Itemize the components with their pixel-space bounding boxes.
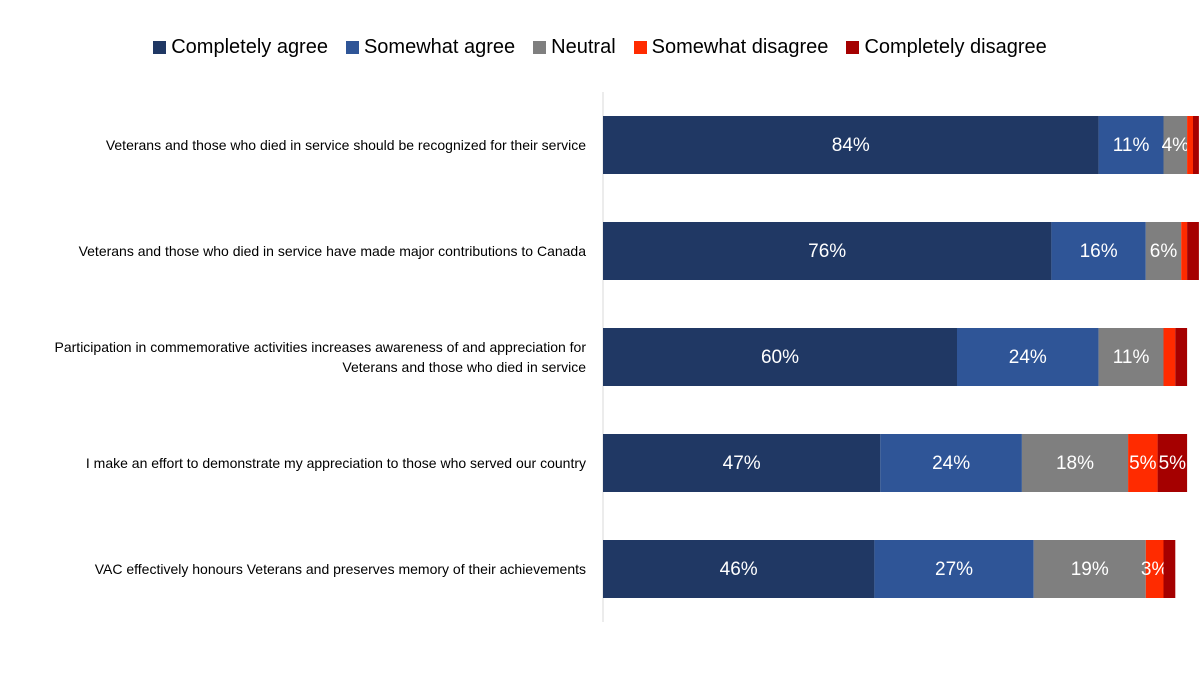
bar-segment <box>1051 222 1146 280</box>
bar-segment <box>1145 222 1182 280</box>
value-label: 60% <box>761 347 799 368</box>
bar-segment <box>1033 540 1146 598</box>
value-label: 11% <box>1113 135 1150 156</box>
legend-item: Somewhat disagree <box>633 36 829 59</box>
value-label: 84% <box>832 135 870 156</box>
bar-segment <box>1187 222 1199 280</box>
legend-swatch <box>153 41 167 54</box>
category-label: Veterans and those who died in service h… <box>78 243 586 259</box>
bar-segment <box>874 540 1034 598</box>
value-label: 16% <box>1080 241 1118 262</box>
value-label: 24% <box>932 453 970 474</box>
value-label: 76% <box>808 241 846 262</box>
bar-segment <box>1128 434 1158 492</box>
legend-item: Neutral <box>533 36 616 59</box>
bar-segment <box>1163 540 1176 598</box>
legend-swatch <box>533 41 547 54</box>
bar-segment <box>1098 116 1164 174</box>
legend: Completely agree Somewhat agree Neutral Som… <box>0 36 1200 59</box>
legend-swatch <box>846 41 860 54</box>
bar-segment <box>1187 116 1193 174</box>
category-label: Veterans and those who died in service s… <box>105 137 586 153</box>
bar-segment <box>603 328 957 386</box>
value-label: 27% <box>935 559 973 580</box>
legend-label: Completely agree <box>171 36 328 58</box>
bar-segment <box>1193 116 1199 174</box>
value-label: 19% <box>1071 559 1109 580</box>
value-label: 5% <box>1129 453 1157 474</box>
bar-segment <box>1098 328 1164 386</box>
legend-item: Somewhat agree <box>345 36 516 59</box>
value-label: 18% <box>1056 453 1094 474</box>
legend-label: Somewhat agree <box>363 36 516 58</box>
bar-segment <box>603 222 1052 280</box>
value-label: 5% <box>1159 453 1187 474</box>
value-label: 3% <box>1141 559 1169 580</box>
legend-label: Somewhat disagree <box>651 36 829 58</box>
category-label: VAC effectively honours Veterans and pre… <box>94 561 586 577</box>
value-label: 6% <box>1150 241 1178 262</box>
bar-segment <box>1163 328 1176 386</box>
category-label: I make an effort to demonstrate my appre… <box>85 455 586 471</box>
legend-swatch <box>345 41 359 54</box>
bar-segment <box>1145 540 1164 598</box>
value-label: 24% <box>1009 347 1047 368</box>
bar-segment <box>603 540 875 598</box>
value-label: 46% <box>720 559 758 580</box>
value-label: 4% <box>1162 135 1190 156</box>
bar-segment <box>603 434 881 492</box>
value-label: 47% <box>723 453 761 474</box>
bar-segment <box>1163 116 1188 174</box>
legend-item: Completely disagree <box>846 36 1047 59</box>
bar-segment <box>957 328 1099 386</box>
legend-label: Completely disagree <box>864 36 1047 58</box>
bar-segment <box>603 116 1099 174</box>
legend-item: Completely agree <box>153 36 328 59</box>
category-label: Participation in commemorative activitie… <box>54 339 586 375</box>
bar-segment <box>1181 222 1188 280</box>
bar-segment <box>1021 434 1129 492</box>
legend-swatch <box>633 41 647 54</box>
bar-segment <box>1157 434 1188 492</box>
value-label: 11% <box>1113 347 1150 368</box>
bar-segment <box>880 434 1022 492</box>
bar-segment <box>1175 328 1188 386</box>
legend-label: Neutral <box>551 36 616 58</box>
